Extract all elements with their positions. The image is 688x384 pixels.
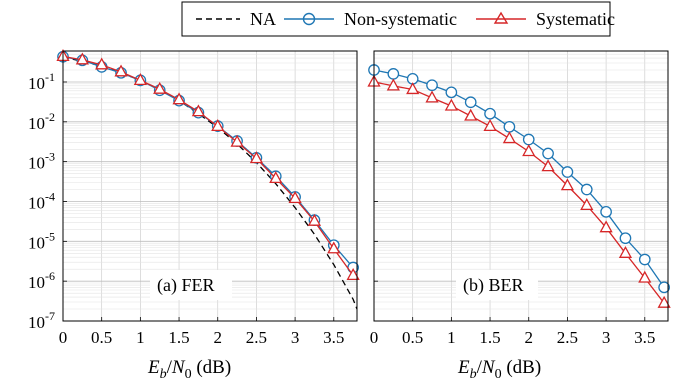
data-point-systematic (346, 267, 360, 280)
data-point-systematic (327, 241, 341, 254)
data-point-systematic (191, 104, 205, 117)
data-point-non-systematic (638, 253, 651, 266)
x-tick-label-fer: 1 (136, 328, 145, 347)
x-tick-label-ber: 3 (602, 328, 611, 347)
data-point-non-systematic (580, 183, 593, 196)
x-tick-label-ber: 1 (447, 328, 456, 347)
ticks-ber: 0 0.5 1 1.5 2 2.5 3 3.5 (370, 81, 655, 347)
x-axis-title-fer: Eb/N0 (dB) (147, 357, 231, 382)
x-tick-label-fer: 3.5 (323, 328, 344, 347)
data-point-non-systematic (561, 166, 574, 178)
data-point-systematic (522, 144, 536, 157)
y-tick-label: 10-5 (28, 229, 55, 252)
data-point-systematic (638, 270, 652, 283)
data-point-systematic (580, 198, 594, 211)
data-point-systematic (599, 220, 613, 233)
data-point-systematic (618, 245, 633, 258)
data-point-non-systematic (445, 86, 458, 99)
data-point-non-systematic (542, 147, 554, 160)
legend-nonsys-marker (302, 12, 316, 26)
x-tick-label-fer: 0 (59, 328, 68, 347)
data-point-systematic (657, 295, 671, 308)
legend-na-label: NA (250, 9, 276, 29)
data-point-systematic (483, 119, 497, 132)
x-tick-label-ber: 0 (370, 328, 379, 347)
data-point-systematic (541, 159, 555, 172)
data-point-systematic (249, 151, 264, 164)
y-tick-label: 10-2 (28, 110, 55, 133)
y-tick-label: 10-1 (28, 70, 55, 93)
series-line-systematic (62, 55, 354, 276)
data-point-systematic (288, 190, 302, 203)
panel-ber: 0 0.5 1 1.5 2 2.5 3 3.5 (b) BER Eb/N0 (dB) (367, 50, 671, 382)
data-point-non-systematic (484, 107, 496, 120)
legend: NA Non-systematic Systematic (181, 1, 615, 37)
series-line-systematic (373, 81, 665, 304)
plot-frame-ber (373, 50, 669, 322)
data-point-systematic (560, 178, 575, 191)
data-point-systematic (211, 119, 225, 132)
plot-frame-fer (62, 50, 358, 322)
data-point-systematic (230, 134, 244, 147)
series-fer (56, 49, 360, 310)
legend-box (181, 1, 611, 37)
x-tick-label-fer: 2 (213, 328, 222, 347)
data-point-systematic (95, 57, 109, 70)
data-point-systematic (133, 72, 147, 85)
y-tick-label: 10-3 (28, 150, 55, 173)
data-point-systematic (406, 82, 420, 95)
panel-label-box-fer (150, 270, 232, 300)
x-tick-label-ber: 2.5 (557, 328, 578, 347)
data-point-systematic (172, 92, 186, 105)
data-point-non-systematic (426, 79, 438, 92)
data-point-systematic (114, 64, 128, 77)
data-point-non-systematic (387, 68, 400, 80)
data-point-non-systematic (658, 281, 670, 294)
panel-fer: 0 0.5 1 1.5 2 2.5 3 3.5 10-1 10-2 10-3 10-4 10-5 10-6… (28, 49, 360, 382)
data-point-systematic (307, 213, 322, 226)
panel-label-ber: (b) BER (463, 275, 524, 296)
panel-label-fer: (a) FER (157, 275, 215, 296)
x-tick-label-fer: 2.5 (246, 328, 267, 347)
data-point-non-systematic (619, 232, 632, 245)
legend-sys-label: Systematic (536, 9, 615, 29)
ticks-fer: 0 0.5 1 1.5 2 2.5 3 3.5 10-1 10-2 10-3 10-4 10-5 10-6… (28, 70, 344, 347)
panel-label-box-ber (456, 270, 538, 300)
series-line-non-systematic (373, 69, 665, 288)
data-point-non-systematic (464, 96, 477, 109)
x-tick-label-fer: 3 (291, 328, 300, 347)
x-axis-title-ber: Eb/N0 (dB) (457, 357, 541, 382)
x-tick-label-ber: 2 (524, 328, 533, 347)
data-point-non-systematic (503, 120, 516, 133)
data-point-systematic (502, 131, 516, 144)
data-point-systematic (464, 108, 478, 121)
data-point-non-systematic (600, 205, 612, 218)
x-tick-label-fer: 0.5 (91, 328, 112, 347)
legend-nonsys-label: Non-systematic (344, 9, 457, 29)
data-point-systematic (386, 78, 400, 91)
data-point-systematic (269, 171, 283, 184)
x-tick-label-ber: 1.5 (479, 328, 500, 347)
x-tick-label-fer: 1.5 (168, 328, 189, 347)
legend-sys-marker (493, 11, 509, 24)
data-point-systematic (425, 90, 439, 103)
y-tick-label: 10-6 (28, 269, 55, 292)
data-point-systematic (75, 52, 89, 65)
data-point-non-systematic (522, 133, 535, 146)
y-tick-label: 10-4 (28, 189, 55, 212)
data-point-systematic (444, 98, 458, 111)
x-tick-label-ber: 0.5 (402, 328, 423, 347)
x-tick-label-ber: 3.5 (634, 328, 655, 347)
y-tick-label: 10-7 (28, 309, 55, 332)
data-point-systematic (153, 81, 167, 94)
